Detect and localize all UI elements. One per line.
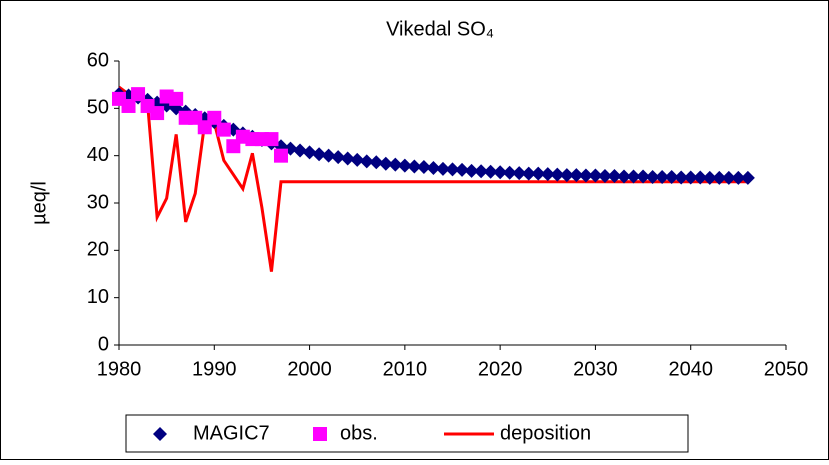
y-tick-label: 50 — [87, 97, 109, 119]
diamond-marker — [550, 167, 565, 182]
y-tick-label: 60 — [87, 49, 109, 71]
diamond-marker — [445, 162, 460, 177]
diamond-marker — [521, 166, 536, 181]
chart-title: Vikedal SO₄ — [386, 18, 494, 40]
diamond-marker — [340, 151, 355, 166]
diamond-marker — [369, 155, 384, 170]
diamond-marker — [531, 166, 546, 181]
x-tick-label: 2000 — [287, 358, 332, 380]
diamond-marker — [350, 152, 365, 167]
diamond-marker — [331, 150, 346, 165]
y-axis-label: µeq/l — [28, 181, 50, 225]
y-tick-label: 40 — [87, 144, 109, 166]
legend-label: deposition — [500, 422, 591, 444]
square-marker — [150, 106, 165, 121]
x-tick-label: 2050 — [764, 358, 809, 380]
diamond-marker — [655, 169, 670, 184]
diamond-marker — [626, 169, 641, 184]
diamond-marker — [483, 164, 498, 179]
x-tick-label: 2020 — [478, 358, 523, 380]
diamond-marker — [702, 170, 717, 185]
diamond-marker — [559, 168, 574, 183]
diamond-marker — [455, 162, 470, 177]
diamond-marker — [597, 169, 612, 184]
diamond-marker — [435, 161, 450, 176]
diamond-marker — [645, 169, 660, 184]
x-tick-label: 2030 — [573, 358, 618, 380]
diamond-marker — [302, 145, 317, 160]
legend-swatch — [153, 427, 167, 441]
square-marker — [264, 132, 279, 147]
square-marker — [169, 91, 184, 106]
square-marker — [131, 87, 146, 102]
diamond-marker — [512, 166, 527, 181]
diamond-marker — [321, 148, 336, 163]
diamond-marker — [426, 160, 441, 175]
diamond-marker — [607, 169, 622, 184]
diamond-marker — [617, 169, 632, 184]
diamond-marker — [674, 170, 689, 185]
diamond-marker — [293, 143, 308, 158]
legend-label: MAGIC7 — [193, 422, 270, 444]
diamond-marker — [721, 170, 736, 185]
x-tick-label: 2010 — [383, 358, 428, 380]
square-marker — [273, 148, 288, 163]
x-tick-label: 1990 — [192, 358, 237, 380]
diamond-marker — [378, 156, 393, 171]
diamond-marker — [397, 158, 412, 173]
legend-label: obs. — [340, 422, 378, 444]
y-tick-label: 10 — [87, 286, 109, 308]
diamond-marker — [636, 169, 651, 184]
diamond-marker — [540, 167, 555, 182]
y-tick-label: 30 — [87, 191, 109, 213]
diamond-marker — [359, 154, 374, 169]
diamond-marker — [502, 165, 517, 180]
diamond-marker — [464, 163, 479, 178]
legend — [125, 414, 689, 453]
diamond-marker — [683, 170, 698, 185]
diamond-marker — [569, 168, 584, 183]
y-tick-label: 0 — [98, 333, 109, 355]
x-tick-label: 1980 — [97, 358, 142, 380]
diamond-marker — [493, 165, 508, 180]
legend-swatch — [313, 427, 327, 441]
diamond-marker — [407, 159, 422, 174]
diamond-marker — [731, 170, 746, 185]
diamond-marker — [416, 160, 431, 175]
diamond-marker — [312, 147, 327, 162]
y-tick-label: 20 — [87, 239, 109, 261]
diamond-marker — [712, 170, 727, 185]
x-tick-label: 2040 — [668, 358, 713, 380]
diamond-marker — [474, 164, 489, 179]
square-marker — [216, 122, 231, 137]
diamond-marker — [578, 168, 593, 183]
square-marker — [121, 98, 136, 113]
diamond-marker — [693, 170, 708, 185]
diamond-marker — [388, 157, 403, 172]
diamond-marker — [588, 168, 603, 183]
diamond-marker — [664, 169, 679, 184]
diamond-marker — [740, 170, 755, 185]
square-marker — [207, 110, 222, 125]
